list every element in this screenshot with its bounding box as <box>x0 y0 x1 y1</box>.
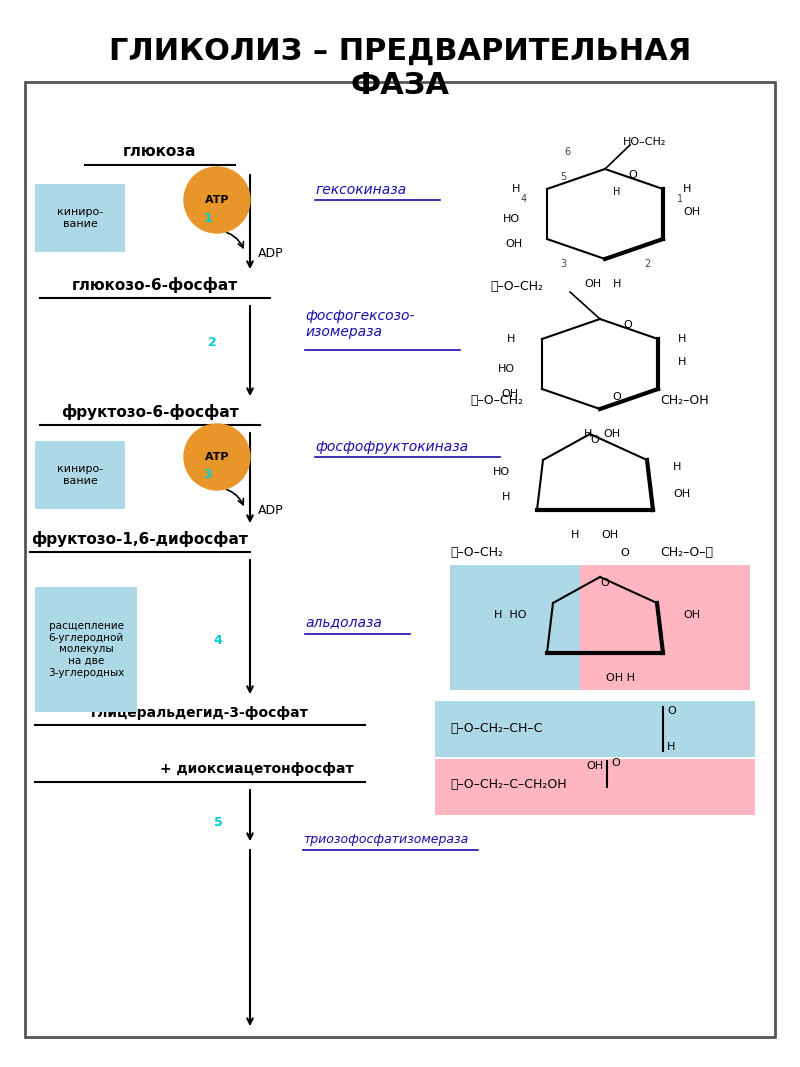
Text: 1: 1 <box>204 211 212 224</box>
FancyBboxPatch shape <box>35 587 137 712</box>
Text: 5: 5 <box>214 815 222 828</box>
Text: H: H <box>613 278 621 289</box>
Text: фосфогексозо-
изомераза: фосфогексозо- изомераза <box>305 309 414 339</box>
Text: глицеральдегид-3-фосфат: глицеральдегид-3-фосфат <box>91 706 309 720</box>
Text: H: H <box>584 429 592 439</box>
Text: O: O <box>611 758 620 768</box>
Text: O: O <box>667 706 676 716</box>
Text: O: O <box>621 548 630 558</box>
FancyBboxPatch shape <box>435 759 755 815</box>
Text: ADP: ADP <box>258 505 284 517</box>
Text: OH: OH <box>603 429 621 439</box>
Text: OH: OH <box>683 207 700 217</box>
Text: фосфофруктокиназа: фосфофруктокиназа <box>315 440 468 453</box>
Circle shape <box>190 320 234 364</box>
Text: фруктозо-1,6-дифосфат: фруктозо-1,6-дифосфат <box>31 531 249 547</box>
Text: HO: HO <box>498 364 515 375</box>
Circle shape <box>186 196 230 240</box>
FancyBboxPatch shape <box>25 82 775 1037</box>
Text: Ⓟ–O–CH₂–C–CH₂OH: Ⓟ–O–CH₂–C–CH₂OH <box>450 779 566 792</box>
Circle shape <box>184 168 250 233</box>
Text: O: O <box>613 392 622 402</box>
Text: OH: OH <box>586 761 603 771</box>
Text: фруктозо-6-фосфат: фруктозо-6-фосфат <box>61 404 239 420</box>
Text: ГЛИКОЛИЗ – ПРЕДВАРИТЕЛЬНАЯ
ФАЗА: ГЛИКОЛИЗ – ПРЕДВАРИТЕЛЬНАЯ ФАЗА <box>109 37 691 99</box>
Text: O: O <box>624 320 632 330</box>
Text: Ⓟ–O–CH₂: Ⓟ–O–CH₂ <box>450 546 503 559</box>
Text: глюкозо-6-фосфат: глюкозо-6-фосфат <box>72 277 238 293</box>
Circle shape <box>196 618 240 662</box>
Text: HO–CH₂: HO–CH₂ <box>623 137 666 147</box>
Text: гексокиназа: гексокиназа <box>315 184 406 197</box>
Text: АТР: АТР <box>205 452 230 462</box>
Text: HO: HO <box>493 467 510 477</box>
Circle shape <box>186 453 230 497</box>
Text: CH₂–O–Ⓟ: CH₂–O–Ⓟ <box>660 546 713 559</box>
Text: киниро-
вание: киниро- вание <box>57 464 103 485</box>
Text: + диоксиацетонфосфат: + диоксиацетонфосфат <box>160 762 354 776</box>
Text: O: O <box>601 578 610 588</box>
Text: альдолаза: альдолаза <box>305 615 382 630</box>
FancyBboxPatch shape <box>580 566 750 690</box>
Text: глюкоза: глюкоза <box>123 144 197 159</box>
Text: HO: HO <box>503 214 520 224</box>
Circle shape <box>184 424 250 490</box>
Text: 2: 2 <box>644 259 650 269</box>
Text: 5: 5 <box>560 172 566 182</box>
Text: 1: 1 <box>677 194 683 204</box>
Text: H: H <box>571 530 579 540</box>
Text: OH H: OH H <box>606 673 634 683</box>
Text: H: H <box>613 187 620 197</box>
Text: CH₂–OH: CH₂–OH <box>660 394 709 407</box>
FancyBboxPatch shape <box>435 701 755 757</box>
Text: Ⓟ–O–CH₂–CH–C: Ⓟ–O–CH₂–CH–C <box>450 722 542 735</box>
Text: 6: 6 <box>564 147 570 157</box>
Text: 3: 3 <box>204 468 212 481</box>
Text: триозофосфатизомераза: триозофосфатизомераза <box>303 833 468 846</box>
Text: H: H <box>502 492 510 501</box>
Text: H: H <box>678 334 686 344</box>
Text: H: H <box>506 334 515 344</box>
Text: OH: OH <box>501 389 518 399</box>
Text: OH: OH <box>683 610 700 620</box>
Text: OH: OH <box>602 530 618 540</box>
Text: 4: 4 <box>214 634 222 647</box>
Text: O: O <box>590 435 599 445</box>
Text: ADP: ADP <box>258 248 284 260</box>
Text: АТР: АТР <box>205 195 230 205</box>
Text: 4: 4 <box>521 194 527 204</box>
Text: H: H <box>673 462 682 472</box>
Text: H: H <box>678 357 686 367</box>
Text: H: H <box>683 184 691 194</box>
Text: OH: OH <box>673 489 690 499</box>
Text: O: O <box>629 170 638 180</box>
Text: H: H <box>667 742 675 752</box>
Text: H  HO: H HO <box>494 610 527 620</box>
FancyBboxPatch shape <box>450 566 580 690</box>
Text: H: H <box>512 184 520 194</box>
Text: 3: 3 <box>560 259 566 269</box>
Text: OH: OH <box>585 278 602 289</box>
FancyBboxPatch shape <box>35 184 125 252</box>
FancyBboxPatch shape <box>35 441 125 509</box>
Text: Ⓟ–O–CH₂: Ⓟ–O–CH₂ <box>490 281 543 293</box>
Text: киниро-
вание: киниро- вание <box>57 207 103 228</box>
Text: 2: 2 <box>208 335 216 349</box>
Circle shape <box>196 800 240 844</box>
Text: Ⓟ–O–CH₂: Ⓟ–O–CH₂ <box>470 394 523 407</box>
Text: расщепление
6-углеродной
молекулы
на две
3-углеродных: расщепление 6-углеродной молекулы на две… <box>48 621 124 678</box>
Text: OH: OH <box>506 239 523 249</box>
